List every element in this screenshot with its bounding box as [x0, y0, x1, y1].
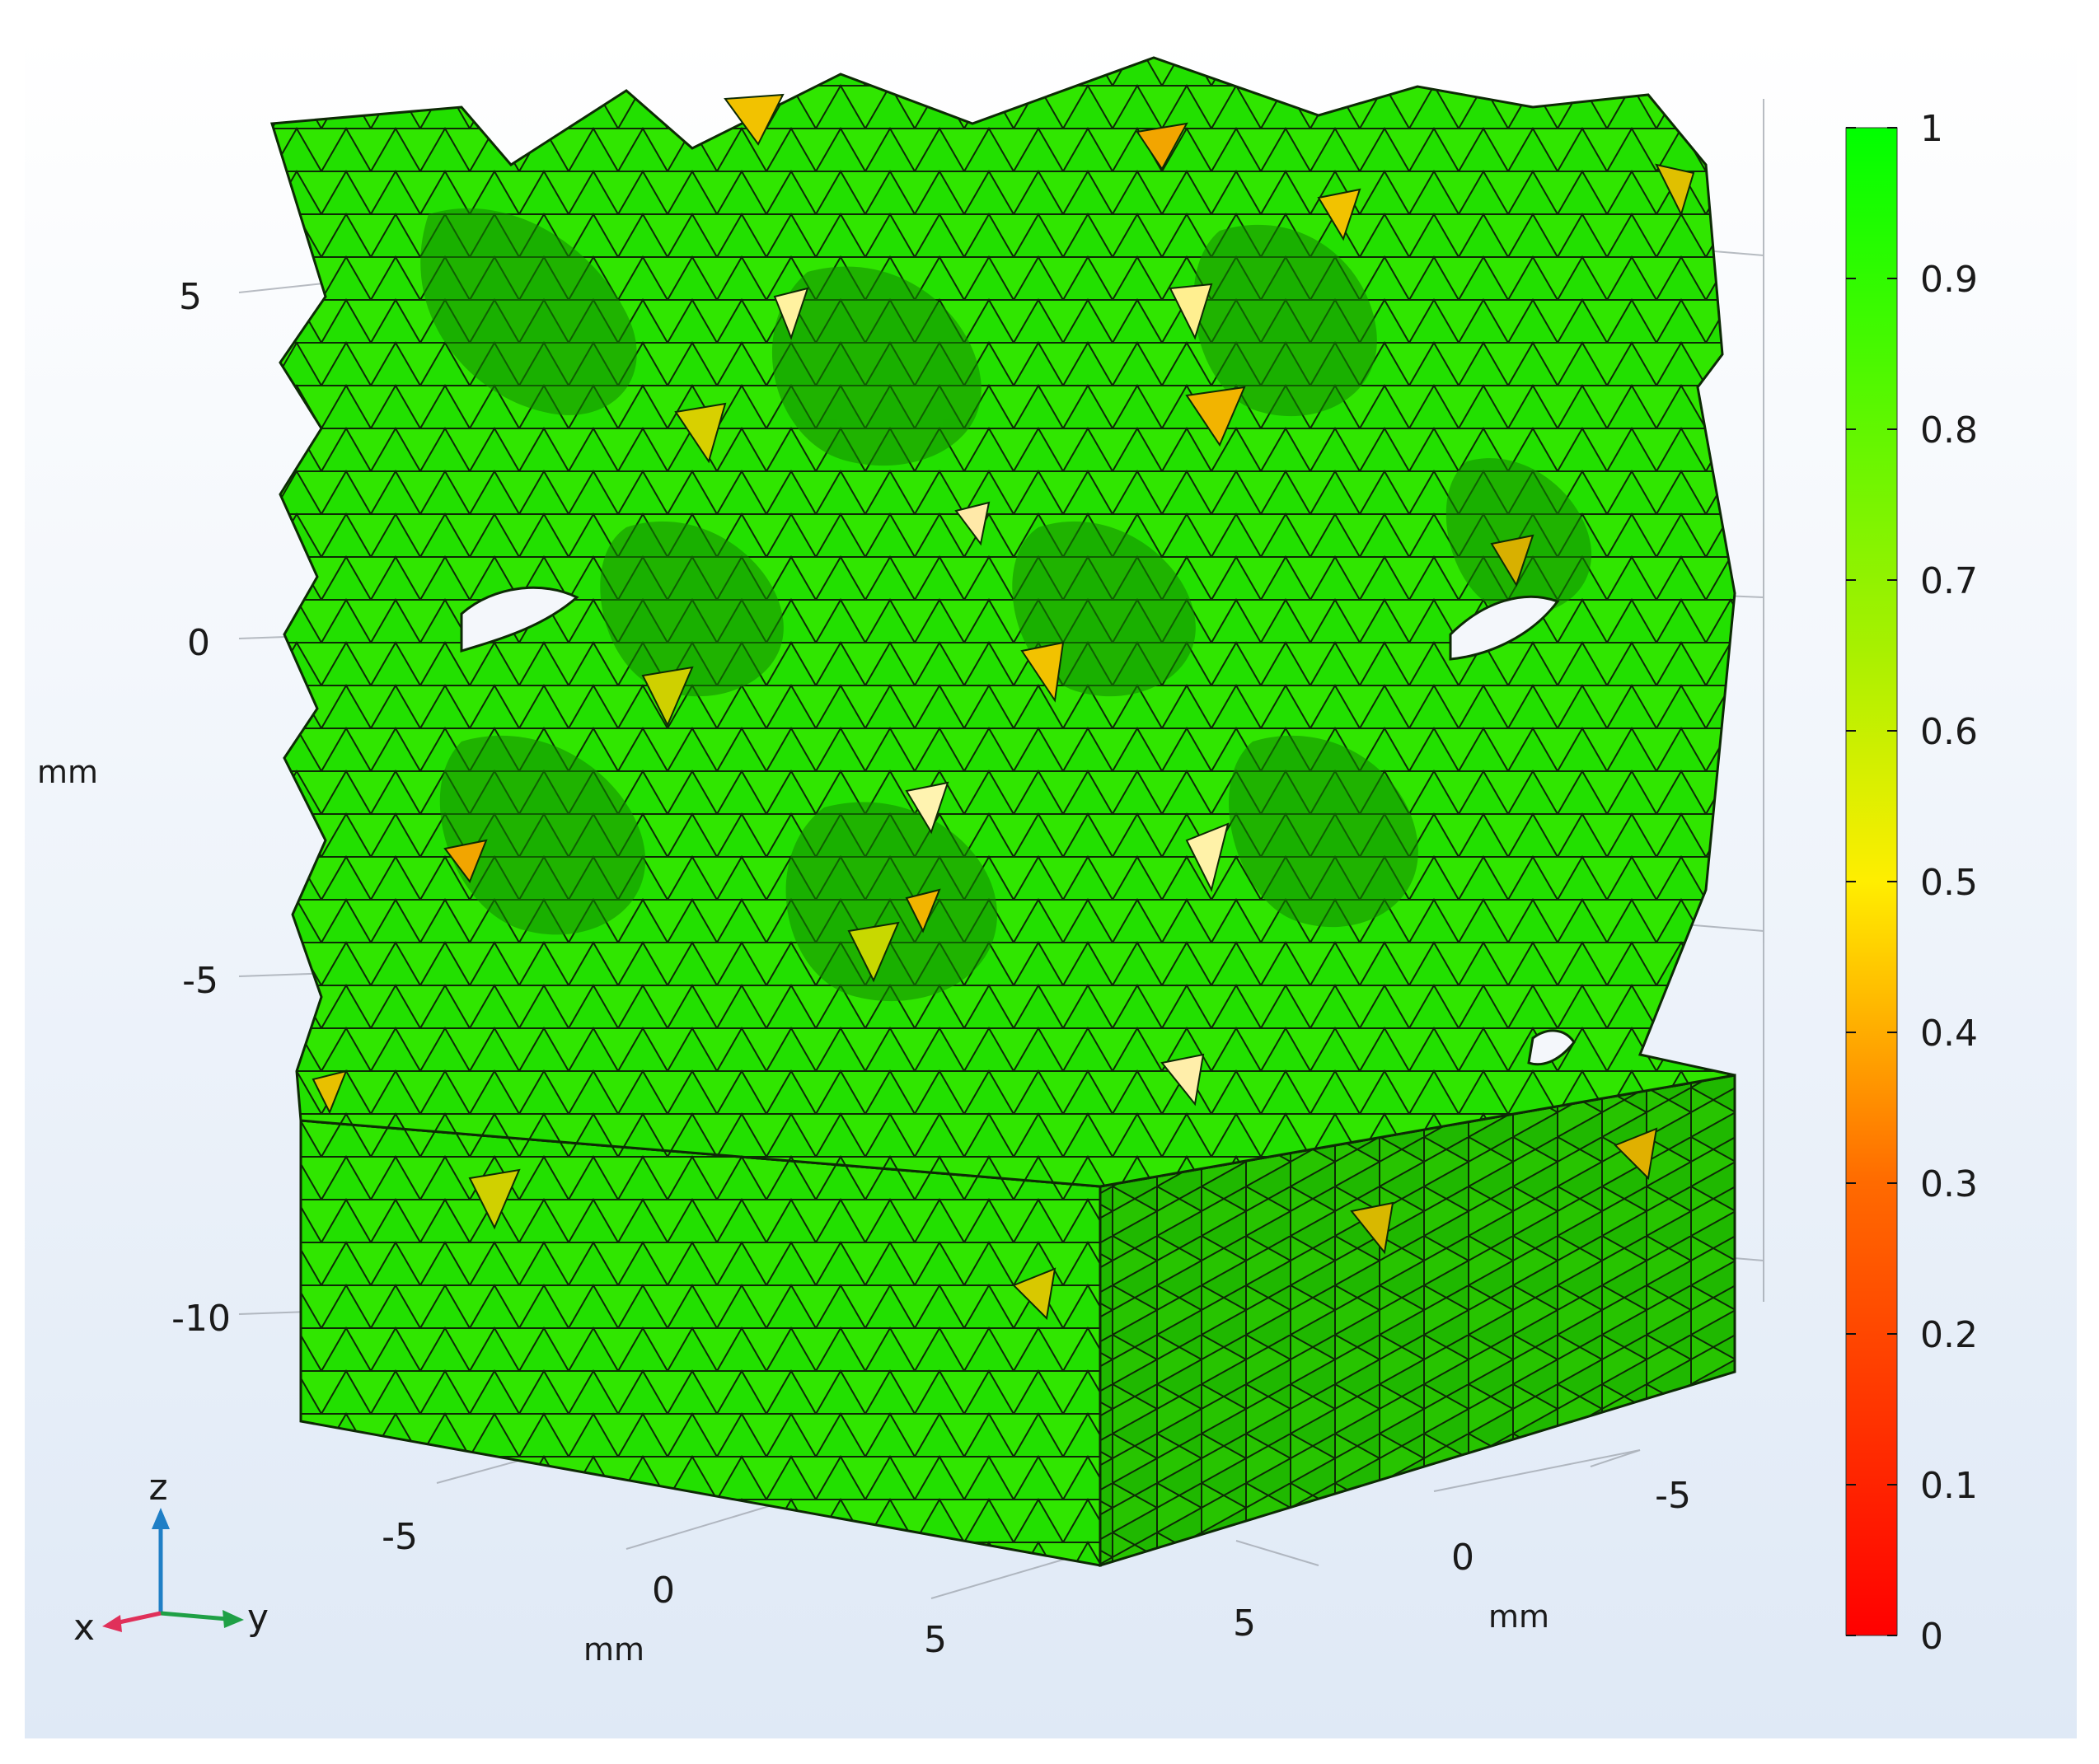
colorbar-tick-label: 0: [1920, 1616, 1943, 1658]
triad-x-axis: [115, 1611, 162, 1626]
colorbar-tick-label: 0.5: [1920, 862, 1978, 904]
z-tick-label: 0: [187, 622, 210, 664]
x-axis: -5 0 5 mm: [382, 1516, 947, 1668]
z-tick-label: -10: [171, 1298, 231, 1340]
y-axis: -5 0 5 mm: [1233, 1475, 1691, 1645]
z-axis-unit: mm: [37, 754, 98, 790]
z-tick-label: -5: [182, 960, 218, 1002]
x-tick-label: -5: [382, 1516, 418, 1558]
triad-y-label: y: [247, 1597, 269, 1639]
colorbar-tick-label: 0.7: [1920, 560, 1978, 602]
x-tick-label: 0: [652, 1570, 675, 1612]
colorbar-tick-label: 0.9: [1920, 259, 1978, 301]
y-tick-label: 5: [1233, 1603, 1256, 1645]
colorbar: 1 0.9 0.8 0.7 0.6 0.5 0.4 0.3 0.2 0.1 0: [1845, 108, 1978, 1658]
lattice-shading: [420, 208, 1592, 1002]
y-axis-unit: mm: [1488, 1598, 1549, 1635]
triad-x-arrowhead: [102, 1615, 122, 1632]
colorbar-tick-label: 0.2: [1920, 1314, 1978, 1356]
x-tick-label: 5: [924, 1619, 947, 1661]
mesh-body: [270, 56, 1736, 1568]
z-axis: 5 0 -5 -10 mm: [37, 276, 231, 1340]
y-tick-label: 0: [1451, 1537, 1474, 1579]
triad-z-arrowhead: [152, 1508, 170, 1529]
colorbar-tick-label: 0.4: [1920, 1013, 1978, 1055]
colorbar-tick-label: 0.3: [1920, 1163, 1978, 1205]
triad-y-axis: [160, 1611, 227, 1621]
triad-z-label: z: [148, 1467, 167, 1509]
low-quality-elements: [312, 93, 1695, 1321]
colorbar-tick-label: 0.1: [1920, 1465, 1978, 1507]
colorbar-tick-label: 0.6: [1920, 711, 1978, 753]
triad-x-label: x: [73, 1607, 95, 1649]
colorbar-tick-label: 0.8: [1920, 409, 1978, 452]
x-axis-unit: mm: [583, 1631, 644, 1668]
colorbar-tick-label: 1: [1920, 108, 1943, 150]
y-tick-label: -5: [1655, 1475, 1691, 1517]
triad-y-arrowhead: [223, 1610, 244, 1628]
lattice-holes: [460, 586, 1576, 1066]
axis-triad: z y x: [73, 1467, 269, 1649]
z-tick-label: 5: [179, 276, 202, 318]
